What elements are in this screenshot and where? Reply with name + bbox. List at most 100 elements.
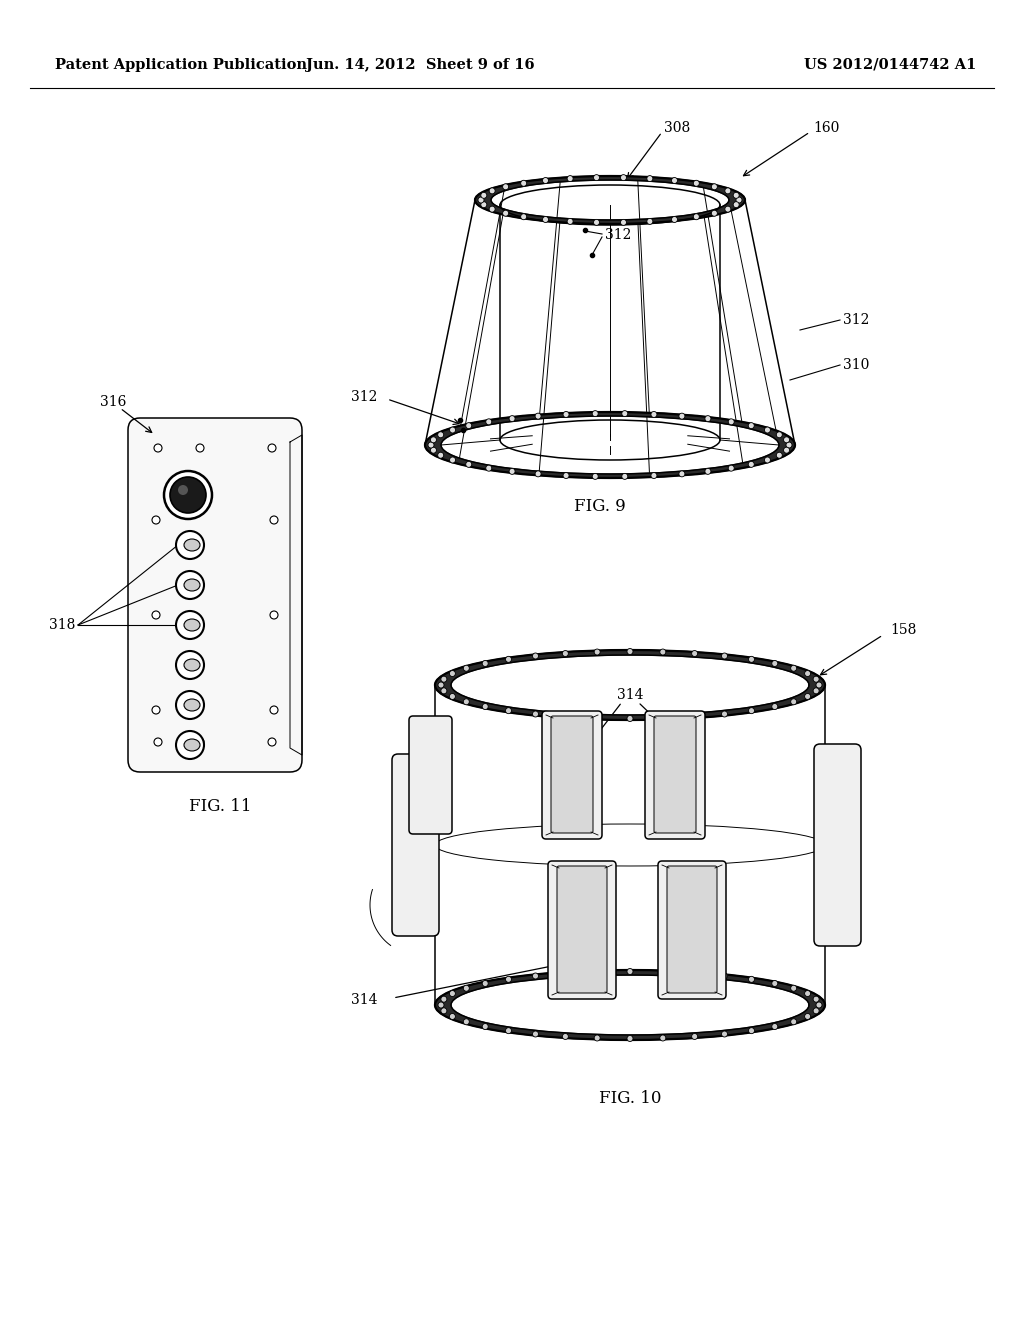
Ellipse shape [184,539,200,550]
Circle shape [152,611,160,619]
Ellipse shape [184,700,200,711]
Circle shape [509,416,515,421]
Circle shape [482,704,488,710]
Circle shape [805,693,811,700]
Circle shape [563,473,569,479]
Circle shape [562,714,568,719]
Circle shape [705,469,711,474]
Circle shape [463,985,469,991]
Circle shape [567,176,573,182]
Text: 308: 308 [664,121,690,135]
Circle shape [749,656,755,663]
Circle shape [647,176,653,182]
Circle shape [268,444,276,451]
Circle shape [722,973,727,979]
Circle shape [594,219,599,226]
FancyBboxPatch shape [551,715,593,833]
Circle shape [466,462,472,467]
Circle shape [765,457,770,463]
Circle shape [438,682,444,688]
Circle shape [813,676,819,682]
Polygon shape [435,970,825,1040]
Circle shape [672,216,678,223]
Circle shape [733,193,739,198]
Circle shape [270,611,278,619]
Circle shape [659,649,666,655]
Ellipse shape [184,739,200,751]
Circle shape [506,977,512,982]
Circle shape [437,432,443,438]
Circle shape [503,210,509,216]
Circle shape [562,1034,568,1039]
Circle shape [268,738,276,746]
Circle shape [176,651,204,678]
Circle shape [816,1002,822,1008]
Polygon shape [475,176,745,224]
Circle shape [736,197,742,203]
Polygon shape [435,649,825,719]
Circle shape [627,715,633,722]
Circle shape [532,653,539,659]
Circle shape [563,412,569,417]
Circle shape [733,202,739,207]
Circle shape [196,738,204,746]
Circle shape [270,706,278,714]
Circle shape [594,174,599,181]
Circle shape [693,181,699,186]
Text: FIG. 9: FIG. 9 [574,498,626,515]
Circle shape [562,651,568,656]
Circle shape [725,206,731,213]
Circle shape [691,651,697,656]
Text: 160: 160 [813,121,840,135]
Circle shape [270,516,278,524]
Circle shape [441,676,446,682]
Circle shape [196,444,204,451]
Circle shape [482,1023,488,1030]
Circle shape [482,981,488,986]
Circle shape [592,474,598,479]
Polygon shape [290,436,302,755]
Text: 318: 318 [48,618,75,632]
Text: 312: 312 [843,313,869,327]
Circle shape [627,648,633,655]
Text: 310: 310 [843,358,869,372]
Circle shape [178,484,188,495]
Circle shape [728,465,734,471]
Circle shape [154,738,162,746]
Circle shape [152,706,160,714]
Ellipse shape [184,579,200,591]
Circle shape [791,698,797,705]
Circle shape [749,977,755,982]
Circle shape [621,219,627,226]
Circle shape [813,997,819,1002]
Circle shape [776,453,782,458]
Polygon shape [425,412,795,478]
Circle shape [450,693,456,700]
Circle shape [594,1035,600,1041]
Circle shape [679,413,685,420]
Circle shape [693,214,699,219]
Circle shape [749,462,755,467]
Circle shape [749,1028,755,1034]
Circle shape [176,531,204,558]
Circle shape [176,611,204,639]
Circle shape [772,704,778,710]
FancyBboxPatch shape [409,715,452,834]
Circle shape [441,1007,446,1014]
Text: Patent Application Publication: Patent Application Publication [55,58,307,73]
Circle shape [722,653,727,659]
Circle shape [776,432,782,438]
Circle shape [506,708,512,714]
FancyBboxPatch shape [654,715,696,833]
Circle shape [772,660,778,667]
Circle shape [430,437,436,442]
FancyBboxPatch shape [548,861,616,999]
Circle shape [722,1031,727,1038]
Circle shape [176,690,204,719]
Circle shape [466,422,472,429]
Circle shape [712,183,718,190]
Circle shape [441,688,446,694]
Circle shape [463,1019,469,1024]
Circle shape [765,426,770,433]
Text: 314: 314 [616,688,643,702]
